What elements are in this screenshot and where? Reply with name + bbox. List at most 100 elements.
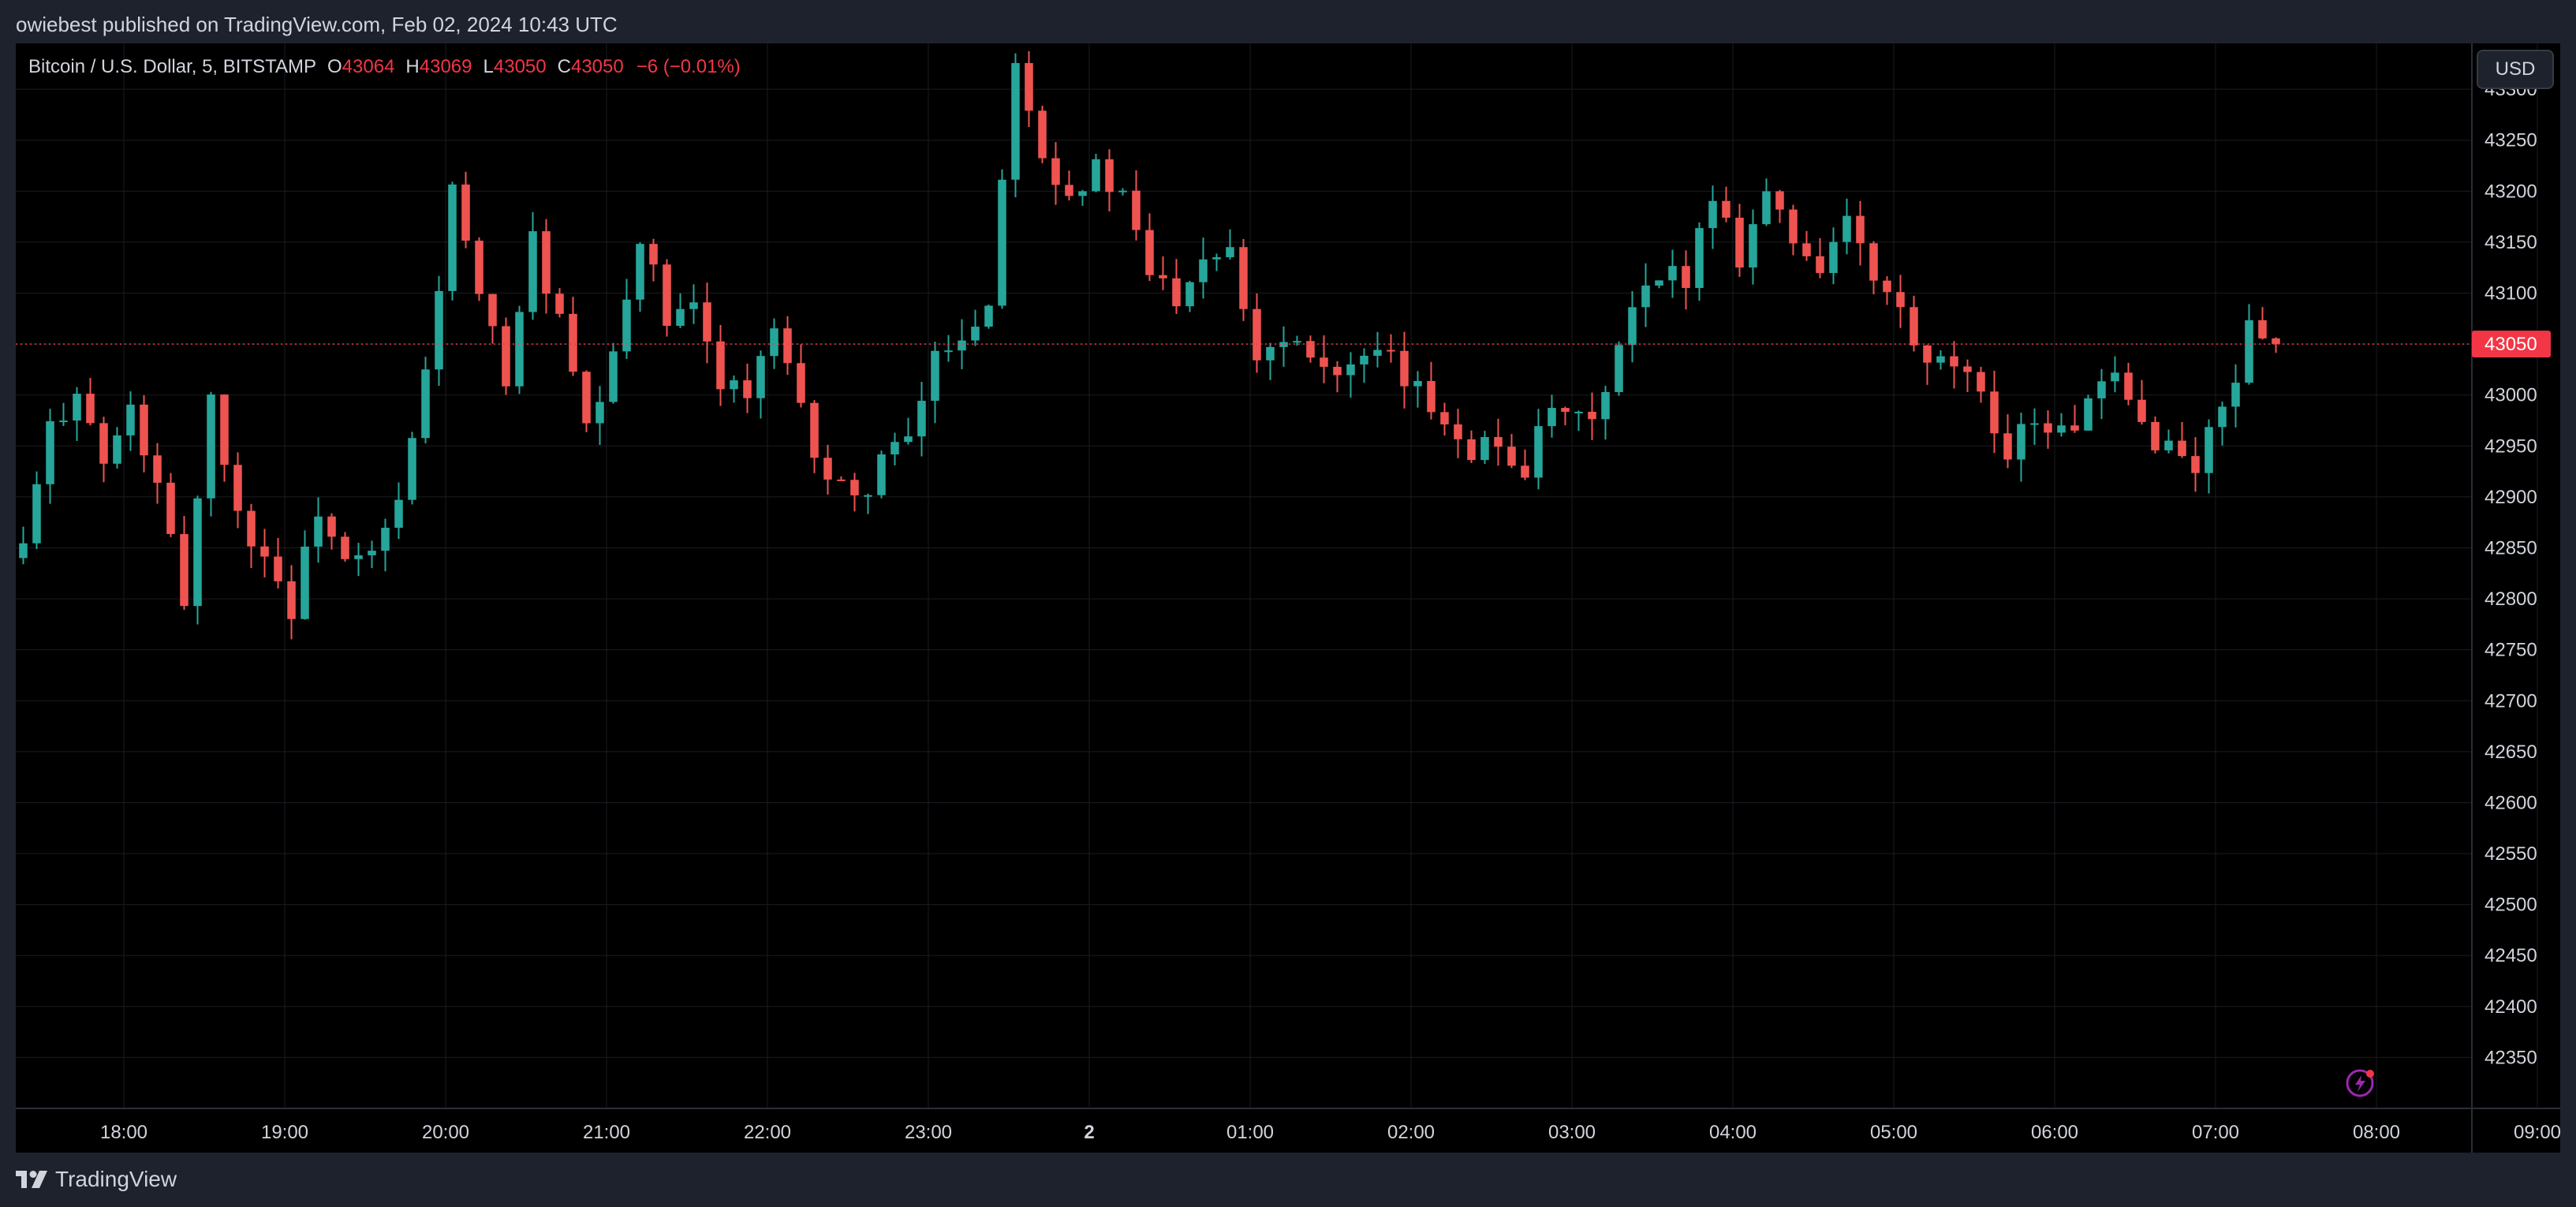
candle-body <box>1668 266 1677 281</box>
legend-low-value: 43050 <box>493 56 547 77</box>
candle-body <box>998 179 1006 306</box>
x-tick-label: 06:00 <box>2031 1122 2078 1143</box>
candle-body <box>663 264 671 326</box>
lightning-icon[interactable] <box>2344 1066 2377 1099</box>
candle-body <box>32 484 41 544</box>
candle-body <box>314 516 323 547</box>
legend-low-label: L <box>483 56 494 77</box>
candle-body <box>1682 266 1690 289</box>
candle-body <box>1266 346 1275 361</box>
candle-body <box>327 516 336 537</box>
legend-symbol: Bitcoin / U.S. Dollar, 5, BITSTAMP <box>28 56 316 77</box>
candle-body <box>1615 345 1623 392</box>
candle-body <box>890 442 899 454</box>
x-tick-label: 02:00 <box>1387 1122 1435 1143</box>
candle-body <box>636 244 644 300</box>
candle-body <box>1869 243 1878 281</box>
candle-body <box>2191 456 2200 473</box>
candle-body <box>1561 408 1570 412</box>
legend-close-label: C <box>557 56 571 77</box>
candle-body <box>730 380 738 390</box>
x-tick-label: 05:00 <box>1870 1122 1917 1143</box>
x-tick-label: 18:00 <box>100 1122 147 1143</box>
y-tick-label: 42800 <box>2485 589 2537 610</box>
candle-body <box>904 436 913 443</box>
candle-body <box>2044 423 2052 433</box>
candlestick-chart[interactable]: 4330043250432004315043100430504300042950… <box>16 43 2560 1153</box>
x-tick-label: 21:00 <box>583 1122 630 1143</box>
candle-body <box>582 372 591 424</box>
x-tick-label: 22:00 <box>744 1122 791 1143</box>
candle-body <box>1936 356 1945 363</box>
y-tick-label: 42650 <box>2485 742 2537 763</box>
candle-body <box>917 401 926 437</box>
currency-button[interactable]: USD <box>2477 50 2554 89</box>
x-tick-label: 07:00 <box>2192 1122 2239 1143</box>
y-tick-label: 42950 <box>2485 435 2537 457</box>
candle-body <box>1199 259 1208 282</box>
candle-body <box>1065 185 1073 196</box>
candle-body <box>1025 62 1033 111</box>
candle-body <box>1708 200 1717 229</box>
candle-body <box>1507 447 1516 466</box>
y-tick-label: 43100 <box>2485 283 2537 305</box>
candle-body <box>1226 247 1234 258</box>
candle-body <box>260 546 269 557</box>
candle-body <box>166 482 175 534</box>
candle-body <box>1950 356 1958 367</box>
candle-body <box>1172 278 1181 307</box>
candle-body <box>864 495 872 497</box>
candle-body <box>1521 465 1529 478</box>
x-tick-label: 19:00 <box>261 1122 308 1143</box>
ohlc-legend: Bitcoin / U.S. Dollar, 5, BITSTAMP O43064… <box>28 56 741 78</box>
candle-body <box>2084 398 2093 431</box>
y-tick-label: 43150 <box>2485 232 2537 253</box>
tradingview-brand[interactable]: TradingView <box>16 1165 177 1194</box>
candle-body <box>944 350 953 353</box>
candle-body <box>2205 427 2213 473</box>
candle-body <box>2245 320 2253 383</box>
candle-body <box>1977 372 1985 392</box>
candle-body <box>1360 355 1368 364</box>
candle-body <box>1279 342 1288 347</box>
y-tick-label: 42700 <box>2485 690 2537 712</box>
candle-body <box>1695 228 1704 289</box>
y-tick-label: 42750 <box>2485 640 2537 661</box>
candle-body <box>770 328 778 357</box>
candle-body <box>394 499 403 528</box>
chart-area[interactable]: 4330043250432004315043100430504300042950… <box>16 43 2560 1153</box>
candle-body <box>1829 241 1838 274</box>
y-tick-label: 42900 <box>2485 487 2537 508</box>
candle-body <box>368 551 376 555</box>
candle-body <box>649 244 658 265</box>
candle-body <box>408 438 416 500</box>
candle-body <box>1145 230 1154 275</box>
candle-body <box>1963 366 1972 372</box>
candle-body <box>1105 159 1114 192</box>
y-tick-label: 42550 <box>2485 843 2537 865</box>
x-tick-label: 08:00 <box>2353 1122 2400 1143</box>
candle-body <box>1118 190 1127 192</box>
candle-body <box>1896 292 1905 308</box>
candle-body <box>1159 275 1167 278</box>
candle-body <box>1883 280 1891 293</box>
candle-body <box>1253 308 1261 361</box>
candle-body <box>1467 439 1476 461</box>
candle-body <box>153 455 162 483</box>
candle-body <box>958 340 966 351</box>
candle-body <box>435 290 443 370</box>
candle-body <box>2003 433 2012 460</box>
candle-body <box>1373 349 1382 356</box>
x-tick-label: 2 <box>1084 1122 1094 1143</box>
candle-body <box>783 328 792 364</box>
candle-body <box>475 241 483 294</box>
x-tick-label: 01:00 <box>1226 1122 1274 1143</box>
candle-body <box>1722 200 1730 218</box>
candle-body <box>86 394 95 424</box>
candle-body <box>381 527 390 551</box>
candle-body <box>2178 440 2186 457</box>
candle-body <box>2097 381 2106 398</box>
top-bar: owiebest published on TradingView.com, F… <box>0 0 2576 46</box>
candle-body <box>931 350 939 402</box>
published-text: owiebest published on TradingView.com, F… <box>16 13 618 36</box>
